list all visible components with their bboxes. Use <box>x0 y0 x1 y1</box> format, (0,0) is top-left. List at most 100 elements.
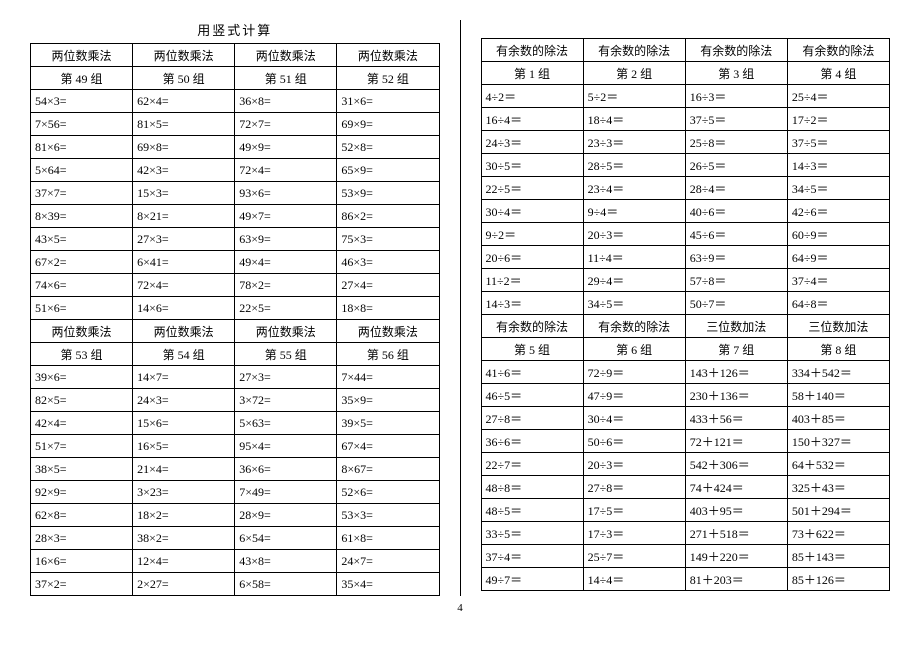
problem-cell: 18×2= <box>133 504 235 527</box>
problem-cell: 52×6= <box>337 481 439 504</box>
problem-cell: 30÷4＝ <box>481 200 583 223</box>
problem-cell: 38×2= <box>133 527 235 550</box>
group-header: 第 49 组 <box>31 67 133 90</box>
problem-cell: 67×4= <box>337 435 439 458</box>
problem-cell: 8×21= <box>133 205 235 228</box>
problem-cell: 82×5= <box>31 389 133 412</box>
left-table: 两位数乘法 两位数乘法 两位数乘法 两位数乘法 第 49 组 第 50 组 第 … <box>30 43 440 596</box>
problem-cell: 28÷5＝ <box>583 154 685 177</box>
col-header: 有余数的除法 <box>787 39 889 62</box>
problem-cell: 52×8= <box>337 136 439 159</box>
problem-cell: 42×4= <box>31 412 133 435</box>
problem-cell: 81×6= <box>31 136 133 159</box>
problem-cell: 95×4= <box>235 435 337 458</box>
problem-cell: 334＋542＝ <box>787 361 889 384</box>
problem-cell: 16÷4＝ <box>481 108 583 131</box>
problem-cell: 72×4= <box>133 274 235 297</box>
problem-cell: 37÷5＝ <box>787 131 889 154</box>
problem-cell: 27×4= <box>337 274 439 297</box>
problem-cell: 34÷5＝ <box>583 292 685 315</box>
problem-cell: 37÷4＝ <box>481 545 583 568</box>
problem-cell: 86×2= <box>337 205 439 228</box>
group-header: 第 54 组 <box>133 343 235 366</box>
problem-cell: 40÷6＝ <box>685 200 787 223</box>
problem-cell: 14÷4＝ <box>583 568 685 591</box>
right-table: 有余数的除法 有余数的除法 有余数的除法 有余数的除法 第 1 组 第 2 组 … <box>481 38 891 591</box>
page-number: 4 <box>30 602 890 614</box>
problem-cell: 11÷4＝ <box>583 246 685 269</box>
col-header: 有余数的除法 <box>481 315 583 338</box>
problem-cell: 30÷4＝ <box>583 407 685 430</box>
problem-cell: 28×9= <box>235 504 337 527</box>
problem-cell: 15×6= <box>133 412 235 435</box>
col-header: 两位数乘法 <box>235 320 337 343</box>
problem-cell: 149＋220＝ <box>685 545 787 568</box>
col-header: 两位数乘法 <box>133 320 235 343</box>
problem-cell: 81＋203＝ <box>685 568 787 591</box>
problem-cell: 57÷8＝ <box>685 269 787 292</box>
problem-cell: 58＋140＝ <box>787 384 889 407</box>
group-header: 第 8 组 <box>787 338 889 361</box>
problem-cell: 20÷6＝ <box>481 246 583 269</box>
problem-cell: 7×56= <box>31 113 133 136</box>
problem-cell: 72×7= <box>235 113 337 136</box>
group-header: 第 50 组 <box>133 67 235 90</box>
problem-cell: 60÷9＝ <box>787 223 889 246</box>
problem-cell: 36×8= <box>235 90 337 113</box>
problem-cell: 65×9= <box>337 159 439 182</box>
problem-cell: 16×5= <box>133 435 235 458</box>
problem-cell: 14×6= <box>133 297 235 320</box>
problem-cell: 72＋121＝ <box>685 430 787 453</box>
problem-cell: 16×6= <box>31 550 133 573</box>
group-header: 第 52 组 <box>337 67 439 90</box>
problem-cell: 28÷4＝ <box>685 177 787 200</box>
col-header: 有余数的除法 <box>685 39 787 62</box>
problem-cell: 14×7= <box>133 366 235 389</box>
problem-cell: 39×5= <box>337 412 439 435</box>
problem-cell: 43×5= <box>31 228 133 251</box>
problem-cell: 48÷8＝ <box>481 476 583 499</box>
problem-cell: 20÷3＝ <box>583 453 685 476</box>
col-header: 三位数加法 <box>685 315 787 338</box>
problem-cell: 41÷6＝ <box>481 361 583 384</box>
problem-cell: 22×5= <box>235 297 337 320</box>
problem-cell: 23÷4＝ <box>583 177 685 200</box>
problem-cell: 5×64= <box>31 159 133 182</box>
col-header: 两位数乘法 <box>133 44 235 67</box>
problem-cell: 433＋56＝ <box>685 407 787 430</box>
problem-cell: 64＋532＝ <box>787 453 889 476</box>
problem-cell: 62×8= <box>31 504 133 527</box>
problem-cell: 8×39= <box>31 205 133 228</box>
problem-cell: 62×4= <box>133 90 235 113</box>
group-header: 第 1 组 <box>481 62 583 85</box>
problem-cell: 403＋95＝ <box>685 499 787 522</box>
problem-cell: 43×8= <box>235 550 337 573</box>
problem-cell: 36×6= <box>235 458 337 481</box>
problem-cell: 72÷9＝ <box>583 361 685 384</box>
problem-cell: 61×8= <box>337 527 439 550</box>
problem-cell: 5÷2＝ <box>583 85 685 108</box>
problem-cell: 85＋143＝ <box>787 545 889 568</box>
problem-cell: 3×23= <box>133 481 235 504</box>
problem-cell: 37÷4＝ <box>787 269 889 292</box>
problem-cell: 5×63= <box>235 412 337 435</box>
group-header: 第 6 组 <box>583 338 685 361</box>
problem-cell: 20÷3＝ <box>583 223 685 246</box>
problem-cell: 36÷6＝ <box>481 430 583 453</box>
problem-cell: 51×6= <box>31 297 133 320</box>
problem-cell: 63×9= <box>235 228 337 251</box>
problem-cell: 17÷3＝ <box>583 522 685 545</box>
problem-cell: 501＋294＝ <box>787 499 889 522</box>
problem-cell: 37×2= <box>31 573 133 596</box>
problem-cell: 35×9= <box>337 389 439 412</box>
problem-cell: 33÷5＝ <box>481 522 583 545</box>
problem-cell: 47÷9＝ <box>583 384 685 407</box>
col-header: 有余数的除法 <box>481 39 583 62</box>
col-header: 两位数乘法 <box>337 320 439 343</box>
problem-cell: 18÷4＝ <box>583 108 685 131</box>
problem-cell: 271＋518＝ <box>685 522 787 545</box>
problem-cell: 27÷8＝ <box>481 407 583 430</box>
problem-cell: 2×27= <box>133 573 235 596</box>
problem-cell: 11÷2＝ <box>481 269 583 292</box>
problem-cell: 72×4= <box>235 159 337 182</box>
